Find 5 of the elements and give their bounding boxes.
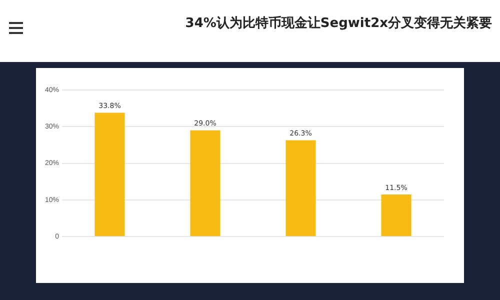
bar xyxy=(94,112,125,236)
bar xyxy=(286,140,316,236)
bar xyxy=(381,194,412,236)
bar xyxy=(190,130,220,236)
chart-title: 34%认为比特币现金让Segwit2x分叉变得无关紧要 xyxy=(185,14,492,32)
